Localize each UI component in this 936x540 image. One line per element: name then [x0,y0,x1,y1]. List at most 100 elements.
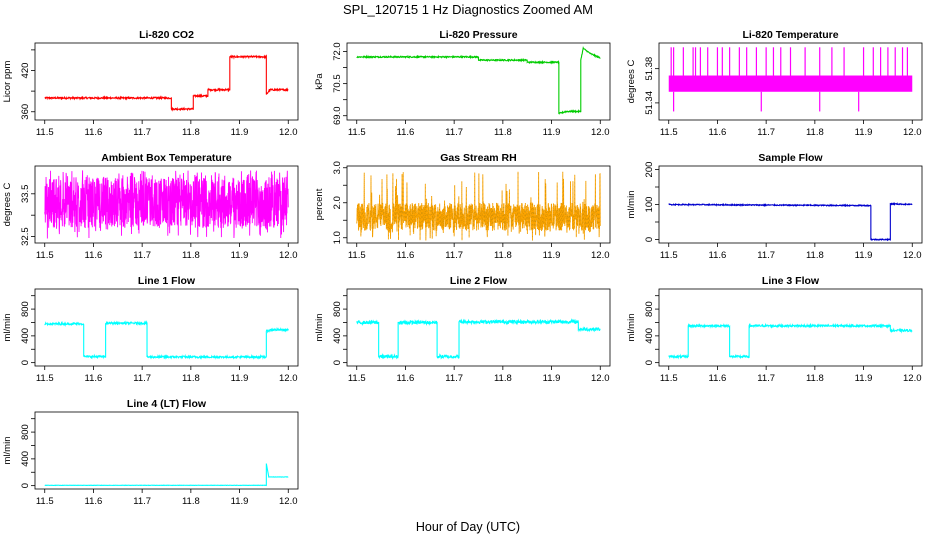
x-tick-label: 11.6 [709,250,727,261]
x-tick-label: 11.6 [709,127,727,138]
y-axis-label: ml/min [2,437,13,465]
x-tick-label: 11.9 [855,250,873,261]
y-tick-label: 400 [20,328,31,344]
panel-line2: Line 2 Flow 11.5 11.6 11.7 11.8 11.9 12.0 0 400 8… [314,275,611,384]
panel-frame [346,165,611,244]
y-axis-label: degrees C [2,182,13,226]
y-axis-label: ml/min [2,314,13,342]
x-tick-label: 11.5 [36,127,54,138]
y-tick-label: 3.0 [332,161,343,174]
y-tick-label: 800 [20,424,31,440]
x-tick-label: 11.9 [543,127,561,138]
y-axis-label: kPa [314,73,325,90]
x-tick-label: 12.0 [279,373,298,384]
panel-title: Ambient Box Temperature [101,152,232,164]
x-tick-label: 11.6 [709,373,727,384]
x-tick-label: 11.6 [85,127,103,138]
x-tick-label: 11.5 [660,127,678,138]
x-tick-label: 12.0 [903,127,922,138]
x-tick-label: 11.9 [855,127,873,138]
y-tick-label: 200 [644,162,655,178]
x-tick-label: 11.8 [182,373,200,384]
y-tick-label: 72.0 [332,42,343,61]
y-tick-label: 69.0 [332,106,343,125]
x-tick-label: 11.8 [182,127,200,138]
y-axis-label: Licor ppm [2,61,13,103]
y-axis-label: ml/min [626,314,637,342]
panel-co2: Li-820 CO2 11.5 11.6 11.7 11.8 11.9 12.0 360 420… [2,29,299,138]
x-tick-label: 11.7 [133,250,151,261]
x-tick-label: 11.7 [445,373,463,384]
panel-title: Sample Flow [758,152,823,164]
x-tick-label: 11.6 [397,250,415,261]
x-tick-label: 11.9 [231,496,249,507]
x-tick-label: 11.5 [36,373,54,384]
series-group [356,318,601,360]
series-group [356,171,601,241]
series-group [44,54,289,112]
x-tick-label: 11.7 [133,496,151,507]
panel-title: Line 4 (LT) Flow [127,398,207,410]
panel-licor-temp: Li-820 Temperature 11.5 11.6 11.7 11.8 11.9 12… [626,29,923,138]
y-tick-label: 420 [20,63,31,79]
x-tick-label: 11.5 [36,250,54,261]
sample_flow-series-line [668,202,913,242]
series-group [44,320,289,360]
x-tick-label: 11.8 [806,250,824,261]
x-tick-label: 11.6 [85,250,103,261]
x-tick-label: 11.8 [806,127,824,138]
panel-title: Line 3 Flow [762,275,820,287]
y-tick-label: 0 [20,483,31,488]
co2-series-line [44,54,289,112]
y-tick-label: 70.5 [332,74,343,93]
y-axis-label: ml/min [314,314,325,342]
panel-frame [34,288,299,367]
panel-sample-flow: Sample Flow 11.5 11.6 11.7 11.8 11.9 12.0 0 100 2… [626,152,923,261]
y-tick-label: 33.5 [20,185,31,204]
x-tick-label: 11.9 [855,373,873,384]
y-tick-label: 51.38 [644,57,655,81]
x-tick-label: 11.8 [494,127,512,138]
series-group [668,322,913,360]
series-group [668,47,913,112]
x-tick-label: 11.6 [397,373,415,384]
rh-series-overlay [356,171,601,241]
panel-pressure: Li-820 Pressure 11.5 11.6 11.7 11.8 11.9 12.0 6… [314,29,611,138]
x-tick-label: 11.5 [348,373,366,384]
x-tick-label: 11.9 [543,250,561,261]
line2-series-line [356,318,601,360]
x-tick-label: 11.7 [757,127,775,138]
series-group [668,202,913,242]
x-tick-label: 11.7 [133,373,151,384]
panel-box-temp: Ambient Box Temperature 11.5 11.6 11.7 11.8 1… [2,152,299,261]
series-group [44,463,289,487]
panel-frame [346,288,611,367]
y-tick-label: 0 [644,360,655,365]
x-tick-label: 12.0 [591,250,610,261]
y-tick-label: 51.34 [644,91,655,115]
y-tick-label: 360 [20,104,31,120]
y-tick-label: 1.0 [332,231,343,244]
y-axis-label: ml/min [626,191,637,219]
x-tick-label: 11.7 [757,250,775,261]
x-tick-label: 11.5 [660,250,678,261]
panel-title: Li-820 Temperature [742,29,838,41]
figure-xlabel: Hour of Day (UTC) [416,520,520,534]
x-tick-label: 11.7 [133,127,151,138]
x-tick-label: 11.7 [445,127,463,138]
y-tick-label: 400 [644,328,655,344]
x-tick-label: 12.0 [903,373,922,384]
series-group [356,45,601,115]
y-tick-label: 0 [20,360,31,365]
x-tick-label: 11.7 [445,250,463,261]
pressure-series-line [356,45,601,115]
panel-title: Li-820 Pressure [439,29,517,41]
y-tick-label: 800 [20,301,31,317]
x-tick-label: 11.6 [85,373,103,384]
y-tick-label: 800 [644,301,655,317]
x-tick-label: 11.8 [806,373,824,384]
panel-title: Line 2 Flow [450,275,508,287]
x-tick-label: 12.0 [591,127,610,138]
panel-title: Gas Stream RH [440,152,516,164]
